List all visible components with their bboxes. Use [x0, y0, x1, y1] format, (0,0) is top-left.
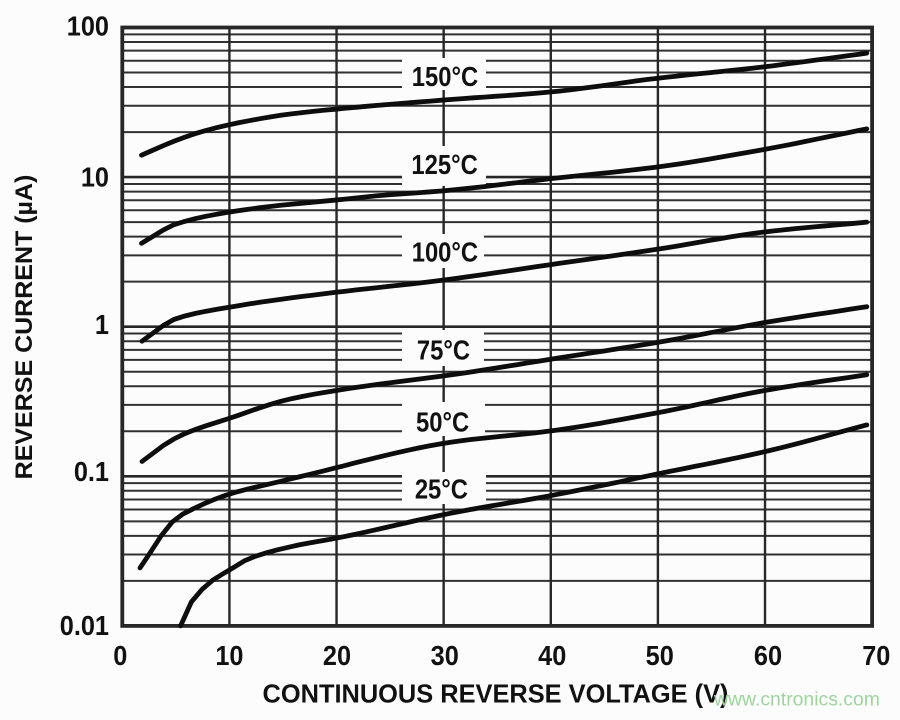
svg-text:50°C: 50°C	[416, 405, 469, 437]
svg-text:25°C: 25°C	[415, 472, 468, 504]
svg-text:60: 60	[754, 640, 782, 671]
svg-text:10: 10	[215, 640, 243, 671]
svg-text:150°C: 150°C	[412, 60, 479, 92]
svg-text:20: 20	[323, 640, 351, 671]
svg-text:0.01: 0.01	[60, 610, 109, 641]
svg-text:www.cntronics.com: www.cntronics.com	[713, 689, 880, 711]
svg-text:75°C: 75°C	[417, 333, 470, 365]
svg-text:70: 70	[862, 640, 890, 671]
svg-text:0: 0	[113, 640, 127, 671]
svg-text:125°C: 125°C	[411, 148, 478, 180]
svg-text:1: 1	[95, 309, 109, 340]
svg-text:30: 30	[431, 640, 459, 671]
svg-text:50: 50	[646, 640, 674, 671]
svg-text:40: 40	[538, 640, 566, 671]
svg-text:CONTINUOUS REVERSE VOLTAGE (V): CONTINUOUS REVERSE VOLTAGE (V)	[263, 680, 729, 708]
svg-text:REVERSE CURRENT (µA): REVERSE CURRENT (µA)	[11, 175, 38, 480]
svg-text:0.1: 0.1	[74, 456, 109, 487]
svg-text:10: 10	[81, 162, 109, 193]
svg-text:100°C: 100°C	[412, 235, 479, 267]
svg-text:100: 100	[67, 11, 109, 42]
